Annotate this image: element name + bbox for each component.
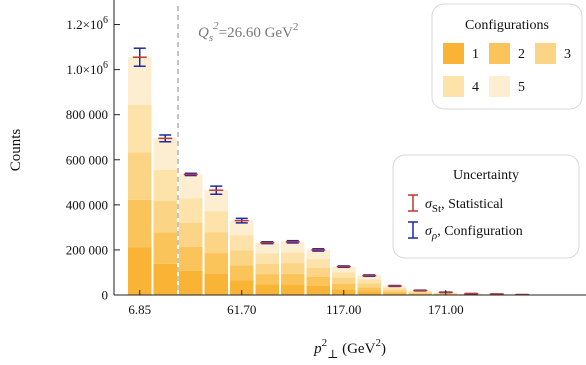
bar-segment-config-3 [128, 152, 152, 200]
uncertainty-legend-items: σSt, Statistical σρ, Configuration [408, 194, 523, 242]
config-legend-label-4: 4 [472, 80, 479, 95]
bar-segment-config-3 [306, 267, 330, 277]
bar-segment-config-1 [179, 270, 203, 295]
y-axis-label: Counts [8, 129, 24, 172]
uncertainty-legend-label: σρ, Configuration [425, 224, 523, 242]
uncertainty-legend-label: σSt, Statistical [425, 197, 503, 215]
bar-segment-config-4 [230, 235, 254, 251]
y-tick-label: 0 [102, 288, 109, 303]
bar-segment-config-3 [357, 283, 381, 288]
bar-segment-config-4 [332, 272, 356, 278]
bar-segment-config-3 [179, 222, 203, 247]
configurations-legend-title: Configurations [465, 18, 549, 33]
bar-segment-config-4 [408, 291, 432, 293]
uncertainty-legend-title: Uncertainty [453, 168, 519, 183]
bar-segment-config-2 [128, 199, 152, 248]
x-axis-ticks: 6.85 61.70 117.00 171.00 [128, 290, 464, 317]
saturation-scale-annotation: Qs2=26.60 GeV2 [198, 20, 298, 44]
bar-segment-config-2 [230, 265, 254, 281]
bar-segment-config-3 [281, 263, 305, 274]
bar-segment-config-5 [332, 266, 356, 273]
bar-segment-config-2 [281, 273, 305, 285]
bar-segment-config-2 [255, 274, 279, 285]
bar-segment-config-1 [230, 280, 254, 295]
bar-segment-config-1 [153, 263, 177, 295]
y-tick-label: 400 000 [66, 197, 108, 212]
bar-segment-config-2 [332, 283, 356, 290]
y-tick-label: 1.2×106 [66, 15, 108, 32]
bar-segment-config-3 [153, 201, 177, 233]
bar-segment-config-3 [230, 250, 254, 266]
bar-segment-config-1 [128, 247, 152, 295]
bar-segment-config-5 [153, 138, 177, 170]
bar-segment-config-4 [357, 279, 381, 284]
bar-segment-config-2 [204, 253, 228, 275]
config-legend-swatch-4 [443, 76, 464, 97]
bar-segment-config-1 [255, 284, 279, 295]
bar-segment-config-1 [383, 293, 407, 295]
uncertainty-legend: Uncertainty σSt, Statistical σρ, Configur… [392, 154, 580, 259]
y-axis-ticks: 0 200 000 400 000 600 000 800 000 1.0×106 1.2×… [66, 15, 120, 303]
bar-segment-config-5 [255, 242, 279, 254]
bar-segment-config-2 [179, 246, 203, 271]
bar-segment-config-3 [383, 289, 407, 292]
bar-segment-config-2 [153, 232, 177, 264]
config-legend-swatch-2 [489, 43, 510, 64]
bar-segment-config-4 [179, 198, 203, 223]
config-legend-label-1: 1 [472, 47, 479, 62]
config-legend-swatch-3 [535, 43, 556, 64]
bar-segment-config-5 [128, 57, 152, 105]
bar-segment-config-5 [230, 220, 254, 236]
bar-segment-config-4 [383, 287, 407, 290]
x-tick-label: 117.00 [326, 302, 361, 317]
uncertainty-legend-box [392, 154, 580, 259]
bar-segment-config-4 [255, 253, 279, 264]
bar-segment-config-3 [204, 232, 228, 254]
bar-segment-config-5 [179, 174, 203, 199]
bar-segment-config-4 [128, 104, 152, 153]
bar-segment-config-1 [357, 291, 381, 295]
bar-segment-config-5 [306, 249, 330, 259]
x-axis-label: p2⊥ (GeV2) [313, 337, 386, 361]
bar-segment-config-4 [204, 211, 228, 233]
bar-segment-config-1 [281, 284, 305, 295]
x-tick-label: 6.85 [128, 302, 151, 317]
y-tick-label: 1.0×106 [66, 60, 108, 77]
bar-segment-config-5 [281, 241, 305, 253]
bar-segment-config-2 [408, 293, 432, 295]
bar-segment-config-1 [306, 285, 330, 295]
bar-segment-config-3 [332, 277, 356, 284]
bar-segment-config-2 [383, 291, 407, 294]
bar-segment-config-2 [357, 287, 381, 292]
x-tick-label: 61.70 [227, 302, 256, 317]
bar-segment-config-5 [204, 190, 228, 212]
configurations-legend-items: 1 2 3 4 5 [443, 43, 571, 97]
bar-segment-config-4 [153, 169, 177, 202]
x-tick-label: 171.00 [428, 302, 464, 317]
config-legend-label-3: 3 [564, 47, 571, 62]
bar-segment-config-5 [357, 275, 381, 280]
bar-segment-config-2 [306, 276, 330, 286]
y-tick-label: 600 000 [66, 152, 108, 167]
bar-segment-config-3 [255, 263, 279, 275]
config-legend-swatch-5 [489, 76, 510, 97]
config-legend-swatch-1 [443, 43, 464, 64]
y-tick-label: 800 000 [66, 107, 108, 122]
configurations-legend: Configurations 1 2 3 4 5 [431, 3, 583, 110]
bar-segment-config-4 [306, 258, 330, 268]
bar-segment-config-4 [281, 252, 305, 264]
y-tick-label: 200 000 [66, 242, 108, 257]
config-legend-label-2: 2 [518, 47, 525, 62]
config-legend-label-5: 5 [518, 80, 525, 95]
bar-segment-config-1 [204, 274, 228, 295]
bar-segment-config-3 [408, 292, 432, 294]
